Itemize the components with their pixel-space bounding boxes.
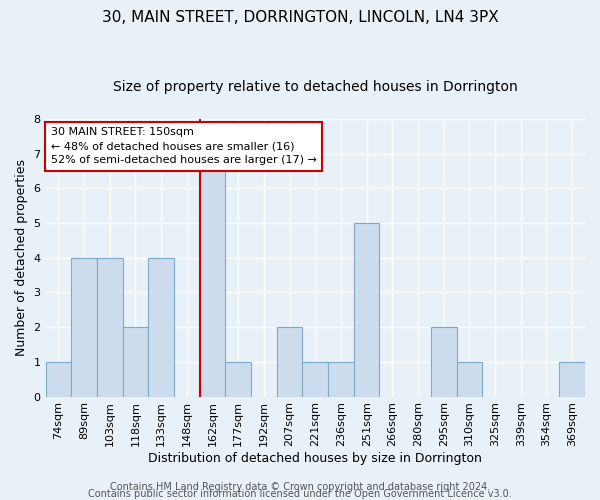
Bar <box>97 258 122 396</box>
Y-axis label: Number of detached properties: Number of detached properties <box>15 159 28 356</box>
Bar <box>354 223 379 396</box>
Bar <box>431 327 457 396</box>
Bar <box>328 362 354 396</box>
X-axis label: Distribution of detached houses by size in Dorrington: Distribution of detached houses by size … <box>148 452 482 465</box>
Bar <box>277 327 302 396</box>
Text: Contains public sector information licensed under the Open Government Licence v3: Contains public sector information licen… <box>88 489 512 499</box>
Text: Contains HM Land Registry data © Crown copyright and database right 2024.: Contains HM Land Registry data © Crown c… <box>110 482 490 492</box>
Bar <box>302 362 328 396</box>
Text: 30, MAIN STREET, DORRINGTON, LINCOLN, LN4 3PX: 30, MAIN STREET, DORRINGTON, LINCOLN, LN… <box>101 10 499 25</box>
Bar <box>148 258 174 396</box>
Text: 30 MAIN STREET: 150sqm
← 48% of detached houses are smaller (16)
52% of semi-det: 30 MAIN STREET: 150sqm ← 48% of detached… <box>51 127 317 165</box>
Bar <box>200 154 226 396</box>
Title: Size of property relative to detached houses in Dorrington: Size of property relative to detached ho… <box>113 80 518 94</box>
Bar <box>559 362 585 396</box>
Bar <box>226 362 251 396</box>
Bar <box>122 327 148 396</box>
Bar <box>71 258 97 396</box>
Bar <box>46 362 71 396</box>
Bar <box>457 362 482 396</box>
